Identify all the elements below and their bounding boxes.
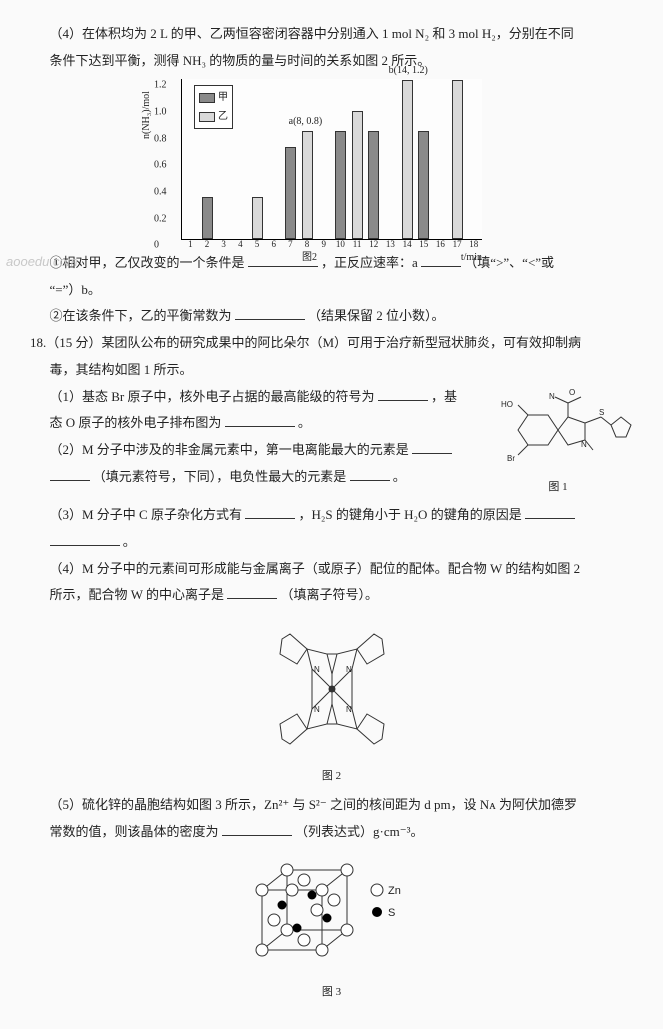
blank [227,585,277,599]
blank [412,440,452,454]
blank [245,505,295,519]
blank [50,467,90,481]
figure-1-caption: 图 1 [483,477,633,498]
blank [222,822,292,836]
blank [235,306,305,320]
text: （填元素符号，下同），电负性最大的元素是 [93,469,347,484]
text: ，基 [431,389,457,404]
mol-label-n2: N [549,392,555,401]
text: 。 [393,469,406,484]
chart-xlabel: t/min [461,248,482,267]
text: 。 [123,534,136,549]
legend-s: S [388,907,395,919]
chart-bars [182,79,482,239]
q18-4-line1: （4）M 分子中的元素间可形成能与金属离子（或原子）配位的配体。配合物 W 的结… [30,557,633,582]
mol-label-o: O [569,388,575,397]
figure-1: HO Br N O S N 图 1 [483,385,633,498]
chart-container: n(NH₃)/mol 甲 乙 1234567891011121314151617… [30,79,633,249]
blank [50,532,120,546]
figure-3: Zn S 图 3 [30,850,633,1003]
text: （3）M 分子中 C 原子杂化方式有 [50,507,242,522]
blank [225,413,295,427]
mol-label-n: N [581,440,587,449]
bar-chart: n(NH₃)/mol 甲 乙 1234567891011121314151617… [181,79,482,240]
legend-zn: Zn [388,885,401,897]
blank [525,505,575,519]
text: （填离子符号）。 [281,587,379,602]
q4-sub1-line2: “=”）b。 [30,278,633,303]
figure-2-caption: 图 2 [30,766,633,787]
q18-4-line2: 所示，配合物 W 的中心离子是 （填离子符号）。 [30,583,633,608]
chart-caption: 图2 [302,248,317,267]
q18-head-line1: 18.（15 分）某团队公布的研究成果中的阿比朵尔（M）可用于治疗新型冠状肺炎，… [30,331,633,356]
text: （2）M 分子中涉及的非金属元素中，第一电离能最大的元素是 [50,442,409,457]
figure-3-caption: 图 3 [30,982,633,1003]
complex-svg: N N N N [252,614,412,764]
text: （列表达式）g·cm⁻³。 [295,824,423,839]
q4-line1: （4）在体积均为 2 L 的甲、乙两恒容密闭容器中分别通入 1 mol N₂ 和… [30,22,633,47]
molecule-1-svg: HO Br N O S N [483,385,633,475]
crystal-svg: Zn S [232,850,432,980]
svg-text:N: N [314,665,320,674]
mol-label-s: S [599,408,604,417]
q18-head-line2: 毒，其结构如图 1 所示。 [30,358,633,383]
q4-sub2: ②在该条件下，乙的平衡常数为 （结果保留 2 位小数）。 [30,304,633,329]
q18-3: （3）M 分子中 C 原子杂化方式有 ，H₂S 的键角小于 H₂O 的键角的原因… [30,503,633,528]
blank [378,387,428,401]
text: 态 O 原子的核外电子排布图为 [50,415,222,430]
watermark: aooedu.com [6,250,78,275]
text: 。 [298,415,311,430]
blank [350,467,390,481]
mol-label-br: Br [507,454,515,463]
text: ②在该条件下，乙的平衡常数为 [50,308,232,323]
q18-3-end: 。 [30,530,633,555]
svg-text:N: N [346,705,352,714]
text: 所示，配合物 W 的中心离子是 [50,587,225,602]
figure-2: N N N N 图 2 [30,614,633,787]
svg-text:N: N [314,705,320,714]
text: 常数的值，则该晶体的密度为 [50,824,219,839]
mol-label-ho: HO [501,400,513,409]
svg-text:N: N [346,665,352,674]
q4-line2: 条件下达到平衡，测得 NH₃ 的物质的量与时间的关系如图 2 所示。 [30,49,633,74]
q18-5-line1: （5）硫化锌的晶胞结构如图 3 所示，Zn²⁺ 与 S²⁻ 之间的核间距为 d … [30,793,633,818]
text: （结果保留 2 位小数）。 [308,308,445,323]
text: （1）基态 Br 原子中，核外电子占据的最高能级的符号为 [50,389,375,404]
q18-5-line2: 常数的值，则该晶体的密度为 （列表达式）g·cm⁻³。 [30,820,633,845]
text: ，H₂S 的键角小于 H₂O 的键角的原因是 [298,507,521,522]
